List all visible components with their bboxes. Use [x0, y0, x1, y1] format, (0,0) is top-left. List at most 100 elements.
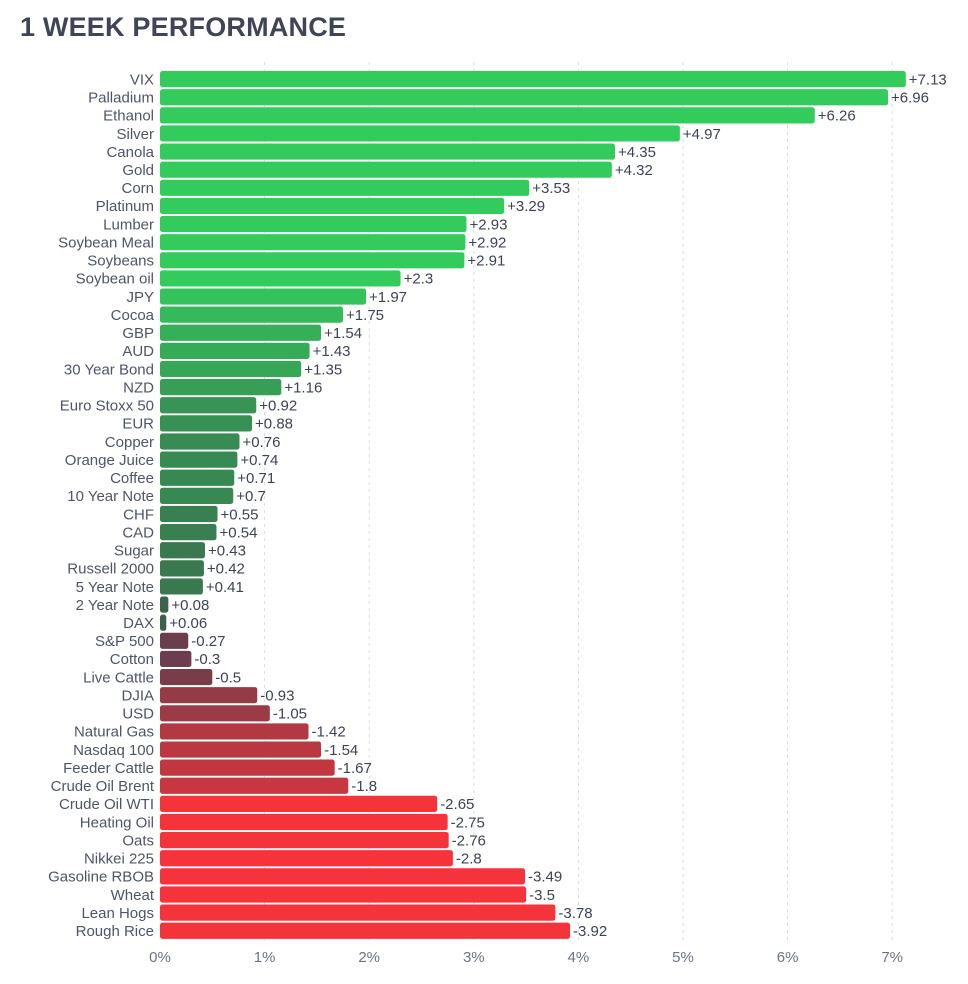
value-label-live-cattle: -0.5	[215, 669, 241, 686]
bar-cocoa	[160, 306, 344, 323]
category-label-lean-hogs: Lean Hogs	[81, 905, 154, 922]
bar-vix	[160, 71, 906, 88]
value-label-10-year-note: +0.7	[236, 488, 266, 505]
bar-silver	[160, 125, 680, 142]
value-label-30-year-bond: +1.35	[304, 361, 342, 378]
bar-nasdaq-100	[160, 741, 322, 758]
bar-cotton	[160, 650, 192, 668]
category-label-oats: Oats	[122, 832, 154, 849]
x-tick-label-4: 4%	[568, 949, 590, 966]
value-label-oats: -2.76	[452, 832, 486, 849]
value-label-cocoa: +1.75	[346, 307, 384, 324]
bar-palladium	[160, 89, 889, 106]
value-label-jpy: +1.97	[369, 289, 407, 306]
value-label-gbp: +1.54	[324, 325, 362, 342]
x-tick-label-2: 2%	[358, 949, 380, 966]
value-label-corn: +3.53	[532, 180, 570, 197]
x-tick-label-7: 7%	[881, 949, 903, 966]
bar-live-cattle	[160, 668, 213, 686]
bar-crude-oil-brent	[160, 777, 349, 794]
bar-rough-rice	[160, 922, 571, 939]
value-label-rough-rice: -3.92	[573, 923, 607, 940]
bar-platinum	[160, 197, 505, 215]
bar-russell-2000	[160, 560, 204, 577]
category-label-cad: CAD	[122, 524, 154, 541]
x-tick-label-1: 1%	[254, 949, 276, 966]
value-label-wheat: -3.5	[529, 887, 555, 904]
value-label-soybean-oil: +2.3	[404, 271, 434, 288]
category-label-euro-stoxx-50: Euro Stoxx 50	[60, 398, 154, 415]
category-label-corn: Corn	[121, 180, 154, 197]
category-label-vix: VIX	[130, 71, 154, 88]
x-tick-label-5: 5%	[672, 949, 694, 966]
value-label-natural-gas: -1.42	[312, 724, 346, 741]
bar-nikkei-225	[160, 850, 453, 867]
bar-ethanol	[160, 107, 815, 124]
category-labels: VIX PalladiumEthanolSilverCanolaGoldCornP…	[48, 71, 155, 940]
value-label-platinum: +3.29	[507, 198, 545, 215]
value-label-canola: +4.35	[618, 144, 656, 161]
category-label-aud: AUD	[122, 343, 154, 360]
category-label-lumber: Lumber	[103, 216, 154, 233]
value-label-palladium: +6.96	[891, 90, 929, 107]
bar-euro-stoxx-50	[160, 397, 257, 414]
category-label-soybean-meal: Soybean Meal	[58, 234, 154, 251]
value-label-5-year-note: +0.41	[206, 579, 244, 596]
value-label-2-year-note: +0.08	[171, 597, 209, 614]
category-label-30-year-bond: 30 Year Bond	[64, 361, 154, 378]
x-tick-label-6: 6%	[777, 949, 799, 966]
bar-30-year-bond	[160, 360, 302, 378]
category-label-gbp: GBP	[122, 325, 154, 342]
value-label-usd: -1.05	[273, 706, 307, 723]
value-label-ethanol: +6.26	[818, 108, 856, 125]
value-label-cotton: -0.3	[194, 651, 220, 668]
category-label-s-p-500: S&P 500	[95, 633, 154, 650]
bar-cad	[160, 524, 217, 541]
x-axis-ticks: 0% 1% 2% 3% 4% 5% 6% 7%	[149, 949, 903, 966]
category-label-nikkei-225: Nikkei 225	[84, 851, 154, 868]
value-label-nikkei-225: -2.8	[456, 851, 482, 868]
bar-feeder-cattle	[160, 759, 335, 776]
category-label-gold: Gold	[122, 162, 154, 179]
bar-crude-oil-wti	[160, 795, 438, 812]
value-label-djia: -0.93	[260, 687, 294, 704]
bar-oats	[160, 832, 449, 849]
bar-dax	[160, 614, 167, 631]
category-label-5-year-note: 5 Year Note	[76, 579, 154, 596]
value-label-copper: +0.76	[242, 434, 280, 451]
category-label-nasdaq-100: Nasdaq 100	[73, 742, 154, 759]
value-label-aud: +1.43	[313, 343, 351, 360]
category-label-soybean-oil: Soybean oil	[76, 271, 154, 288]
bar-lumber	[160, 215, 467, 233]
category-label-djia: DJIA	[121, 687, 154, 704]
category-label-soybeans: Soybeans	[87, 253, 154, 270]
value-label-heating-oil: -2.75	[451, 814, 485, 831]
bar-s-p-500	[160, 632, 189, 649]
category-label-orange-juice: Orange Juice	[65, 452, 154, 469]
value-label-lean-hogs: -3.78	[558, 905, 592, 922]
bar-gbp	[160, 324, 322, 341]
value-labels: +7.13 +6.96 +6.26 +4.97 +4.35+4.32 +3.53+3.29…	[169, 71, 946, 940]
value-label-vix: +7.13	[909, 71, 947, 88]
bar-jpy	[160, 288, 367, 305]
category-label-jpy: JPY	[126, 289, 154, 306]
category-label-cotton: Cotton	[110, 651, 154, 668]
bar-gasoline-rbob	[160, 868, 526, 885]
value-label-crude-oil-brent: -1.8	[351, 778, 377, 795]
bar-heating-oil	[160, 813, 448, 831]
bar-soybean-meal	[160, 234, 466, 251]
value-label-silver: +4.97	[683, 126, 721, 143]
value-label-dax: +0.06	[169, 615, 207, 632]
category-label-coffee: Coffee	[110, 470, 154, 487]
value-label-nzd: +1.16	[284, 379, 322, 396]
category-label-natural-gas: Natural Gas	[74, 724, 154, 741]
bar-soybeans	[160, 252, 465, 269]
category-label-ethanol: Ethanol	[103, 108, 154, 125]
value-label-chf: +0.55	[221, 506, 259, 523]
category-label-crude-oil-wti: Crude Oil WTI	[59, 796, 154, 813]
category-label-dax: DAX	[123, 615, 154, 632]
category-label-crude-oil-brent: Crude Oil Brent	[51, 778, 155, 795]
value-label-soybean-meal: +2.92	[468, 234, 506, 251]
category-label-rough-rice: Rough Rice	[76, 923, 154, 940]
